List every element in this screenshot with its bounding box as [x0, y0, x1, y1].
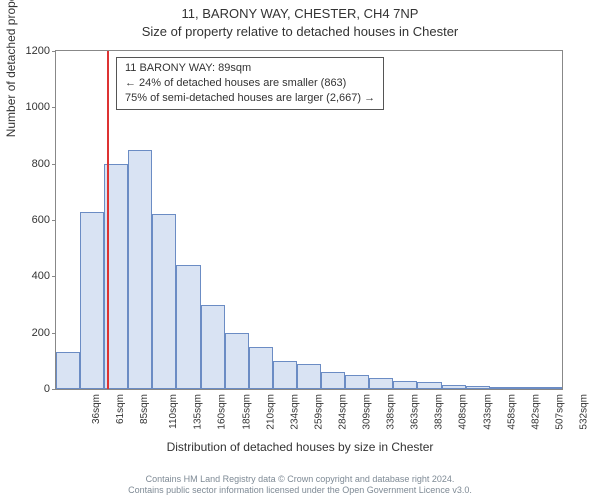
- x-tick-label: 363sqm: [410, 394, 421, 430]
- y-tick-label: 400: [10, 270, 50, 282]
- histogram-bar: [490, 387, 514, 389]
- annotation-line2: ← 24% of detached houses are smaller (86…: [125, 76, 375, 91]
- annotation-line1: 11 BARONY WAY: 89sqm: [125, 61, 375, 76]
- histogram-bar: [514, 387, 538, 389]
- histogram-bar: [369, 378, 393, 389]
- x-tick-label: 482sqm: [530, 394, 541, 430]
- x-tick-label: 135sqm: [193, 394, 204, 430]
- x-tick-label: 284sqm: [338, 394, 349, 430]
- footer-attribution: Contains HM Land Registry data © Crown c…: [0, 474, 600, 497]
- histogram-bar: [56, 352, 80, 389]
- y-tick-mark: [52, 164, 56, 165]
- plot-area: 11 BARONY WAY: 89sqm ← 24% of detached h…: [55, 50, 563, 390]
- chart-title-main: 11, BARONY WAY, CHESTER, CH4 7NP: [0, 6, 600, 21]
- x-tick-label: 234sqm: [289, 394, 300, 430]
- histogram-bar: [152, 214, 176, 389]
- chart-container: 11, BARONY WAY, CHESTER, CH4 7NP Size of…: [0, 0, 600, 500]
- x-tick-label: 185sqm: [241, 394, 252, 430]
- x-tick-label: 36sqm: [91, 394, 102, 424]
- y-axis-label: Number of detached properties: [4, 0, 18, 137]
- y-tick-mark: [52, 107, 56, 108]
- y-tick-label: 1000: [10, 101, 50, 113]
- x-tick-label: 338sqm: [386, 394, 397, 430]
- histogram-bar: [442, 385, 466, 389]
- y-tick-mark: [52, 276, 56, 277]
- x-tick-label: 61sqm: [115, 394, 126, 424]
- x-tick-label: 259sqm: [313, 394, 324, 430]
- x-tick-label: 110sqm: [168, 394, 179, 429]
- y-tick-mark: [52, 220, 56, 221]
- x-tick-label: 433sqm: [482, 394, 493, 430]
- chart-title-sub: Size of property relative to detached ho…: [0, 24, 600, 39]
- x-axis-label: Distribution of detached houses by size …: [0, 440, 600, 454]
- y-tick-label: 1200: [10, 45, 50, 57]
- annotation-box: 11 BARONY WAY: 89sqm ← 24% of detached h…: [116, 57, 384, 110]
- y-tick-label: 200: [10, 327, 50, 339]
- histogram-bar: [393, 381, 417, 389]
- histogram-bar: [466, 386, 490, 389]
- histogram-bar: [249, 347, 273, 389]
- annotation-line3: 75% of semi-detached houses are larger (…: [125, 91, 375, 106]
- x-tick-label: 507sqm: [554, 394, 565, 430]
- x-tick-label: 85sqm: [139, 394, 150, 424]
- y-tick-label: 600: [10, 214, 50, 226]
- histogram-bar: [176, 265, 200, 389]
- histogram-bar: [345, 375, 369, 389]
- histogram-bar: [225, 333, 249, 389]
- y-tick-mark: [52, 333, 56, 334]
- x-tick-label: 532sqm: [578, 394, 589, 430]
- x-tick-label: 408sqm: [458, 394, 469, 430]
- property-marker-line: [107, 51, 109, 389]
- footer-line1: Contains HM Land Registry data © Crown c…: [0, 474, 600, 485]
- x-tick-label: 210sqm: [265, 394, 276, 430]
- x-tick-label: 383sqm: [434, 394, 445, 430]
- y-tick-label: 800: [10, 158, 50, 170]
- histogram-bar: [417, 382, 441, 389]
- y-tick-mark: [52, 51, 56, 52]
- x-tick-label: 458sqm: [506, 394, 517, 430]
- x-tick-label: 160sqm: [217, 394, 228, 430]
- y-tick-mark: [52, 389, 56, 390]
- histogram-bar: [201, 305, 225, 390]
- x-tick-label: 309sqm: [362, 394, 373, 430]
- histogram-bar: [273, 361, 297, 389]
- histogram-bar: [538, 387, 562, 389]
- footer-line2: Contains public sector information licen…: [0, 485, 600, 496]
- histogram-bar: [297, 364, 321, 389]
- histogram-bar: [321, 372, 345, 389]
- y-tick-label: 0: [10, 383, 50, 395]
- histogram-bar: [80, 212, 104, 389]
- histogram-bar: [128, 150, 152, 389]
